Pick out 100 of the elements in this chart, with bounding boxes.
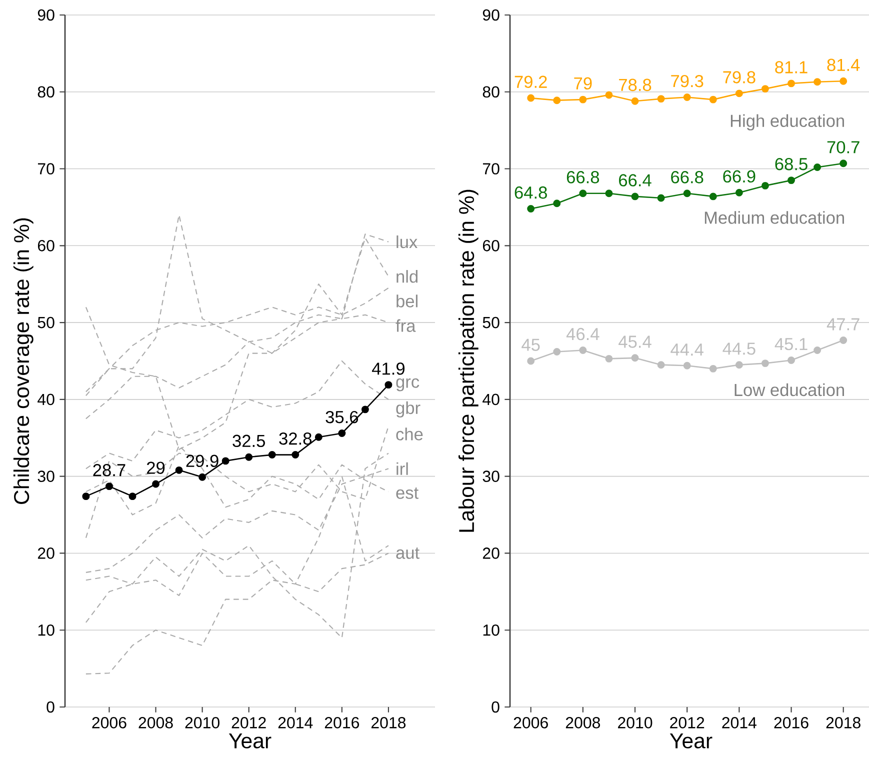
y-axis-title: Labour force participation rate (in %) (458, 190, 478, 532)
y-tick-label: 90 (482, 9, 500, 21)
point (788, 176, 796, 184)
x-tick-label: 2014 (722, 717, 756, 728)
y-tick-label: 40 (482, 394, 500, 406)
x-tick-label: 2008 (138, 717, 173, 728)
y-tick-label: 10 (38, 624, 54, 636)
x-tick-label: 2006 (514, 717, 548, 728)
series-label: High education (730, 114, 844, 130)
y-tick-label: 70 (482, 163, 500, 174)
series-label: irl (396, 462, 408, 475)
data-label: 29.9 (186, 454, 218, 468)
point (814, 346, 822, 354)
point (840, 160, 848, 168)
data-label: 29 (146, 462, 165, 474)
point (338, 430, 346, 437)
y-tick-label: 20 (38, 548, 54, 559)
y-tick-label: 80 (38, 86, 54, 98)
data-label: 45.1 (774, 338, 808, 350)
point (683, 94, 691, 101)
y-axis-title: Childcare coverage rate (in %) (13, 218, 34, 504)
data-label: 28.7 (93, 464, 126, 476)
data-label: 47.7 (826, 318, 860, 330)
series-label: nld (396, 270, 418, 283)
data-label: 79.3 (671, 74, 704, 88)
point (527, 205, 535, 212)
point (527, 357, 535, 365)
point (657, 194, 665, 202)
y-tick-label: 50 (38, 316, 54, 328)
y-tick-label: 60 (38, 240, 54, 252)
point (128, 492, 136, 500)
x-tick-label: 2012 (670, 717, 704, 728)
point (605, 91, 613, 99)
data-label: 79.2 (514, 76, 547, 88)
point (553, 200, 561, 208)
point (82, 492, 90, 500)
data-label: 45.4 (618, 336, 652, 348)
data-label: 81.1 (775, 61, 808, 74)
point (631, 192, 639, 200)
y-tick-label: 30 (38, 470, 54, 482)
point (814, 78, 822, 86)
point (761, 85, 769, 93)
data-label: 66.9 (723, 170, 756, 183)
point (735, 90, 743, 98)
series-label: lux (396, 235, 418, 248)
x-tick-label: 2012 (232, 717, 266, 728)
point (527, 94, 535, 102)
y-tick-label: 40 (38, 394, 54, 406)
point (198, 473, 206, 481)
y-tick-label: 90 (38, 9, 54, 21)
point (709, 96, 717, 104)
point (268, 451, 276, 459)
x-tick-label: 2018 (371, 717, 406, 728)
y-tick-label: 10 (483, 624, 500, 636)
x-tick-label: 2008 (566, 717, 600, 728)
point (384, 381, 392, 389)
x-tick-label: 2006 (92, 717, 126, 728)
point (709, 192, 717, 200)
point (175, 466, 183, 474)
y-tick-label: 80 (482, 86, 500, 98)
data-label: 32.5 (232, 434, 265, 448)
y-tick-label: 60 (482, 240, 500, 252)
point (657, 95, 665, 103)
data-label: 44.5 (722, 342, 756, 355)
y-tick-label: 20 (482, 548, 500, 559)
x-tick-label: 2010 (618, 717, 652, 728)
y-tick-label: 30 (482, 470, 500, 482)
point (761, 182, 769, 190)
data-label: 46.4 (566, 328, 600, 340)
point (840, 336, 848, 344)
x-axis-title: Year (670, 734, 712, 748)
point (631, 354, 639, 362)
point (361, 406, 369, 414)
point (105, 482, 113, 490)
y-tick-label: 0 (492, 701, 500, 713)
y-tick-label: 50 (482, 316, 500, 328)
x-tick-label: 2016 (324, 717, 360, 728)
point (553, 348, 561, 356)
data-label: 44.4 (670, 344, 704, 356)
point (292, 451, 300, 459)
point (683, 190, 691, 198)
point (761, 360, 769, 368)
point (605, 354, 613, 362)
data-label: 81.4 (827, 58, 860, 72)
point (814, 164, 822, 171)
series-label: aut (396, 548, 420, 559)
series-label: grc (396, 378, 420, 392)
series-label: bel (396, 294, 418, 308)
point (735, 361, 743, 369)
point (788, 356, 796, 364)
x-tick-label: 2014 (278, 717, 313, 728)
point (709, 364, 717, 372)
point (579, 346, 587, 354)
point (245, 453, 253, 461)
series-label: fra (396, 319, 416, 332)
series-label: Low education (734, 383, 844, 396)
point (222, 457, 230, 465)
point (579, 190, 587, 198)
point (683, 362, 691, 370)
data-label: 79.8 (723, 71, 756, 84)
